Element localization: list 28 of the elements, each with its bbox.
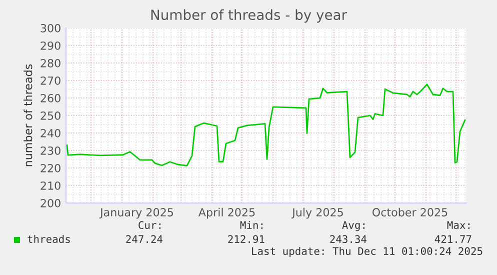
text: Avg: [342, 221, 364, 232]
x-tick-label: January 2025 [99, 208, 173, 219]
y-tick-label: 300 [40, 24, 60, 32]
text: 421.77 [434, 235, 472, 243]
y-tick-label: 230 [40, 146, 60, 155]
chart-title: Number of threads - by year [151, 9, 348, 23]
text: 243.34 [330, 235, 367, 244]
y-tick-label: 220 [40, 164, 60, 172]
x-tick-label: October 2025 [372, 208, 448, 216]
y-tick-label: 210 [40, 181, 60, 190]
x-tick-label: April 2025 [198, 208, 255, 219]
y-tick-label: 270 [40, 76, 60, 85]
text: Max: [447, 221, 470, 230]
legend-label: threads [28, 234, 70, 244]
text: Cur: [138, 221, 160, 230]
y-tick-label: 290 [40, 41, 60, 50]
y-axis-title: number of threads [24, 64, 32, 166]
y-tick-label: 280 [40, 58, 60, 68]
y-tick-label: 260 [40, 94, 60, 102]
y-tick-label: 240 [40, 128, 60, 138]
text: 212.91 [228, 235, 264, 244]
text: Last update: Thu Dec 11 01:00:24 2025 [252, 246, 482, 258]
line-series [66, 84, 466, 166]
y-tick-label: 200 [40, 198, 60, 208]
y-tick-label: 250 [40, 111, 60, 120]
text: Min: [240, 220, 262, 229]
x-tick-label: July 2025 [292, 208, 343, 219]
text: 247.24 [126, 235, 163, 243]
